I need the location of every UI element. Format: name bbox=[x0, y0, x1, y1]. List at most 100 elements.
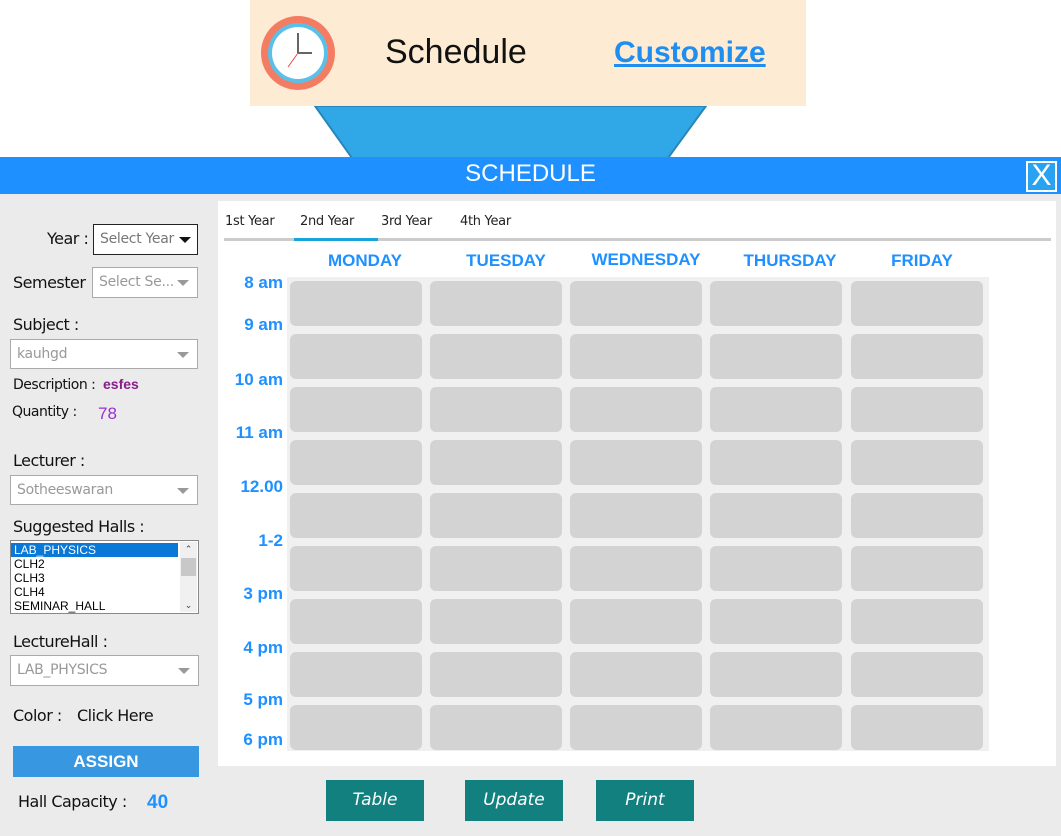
schedule-slot[interactable] bbox=[851, 281, 983, 326]
schedule-slot[interactable] bbox=[710, 705, 842, 750]
time-label: 5 pm bbox=[243, 690, 283, 709]
time-label: 10 am bbox=[234, 370, 283, 389]
schedule-slot[interactable] bbox=[851, 493, 983, 538]
hall-item[interactable]: SEMINAR_HALL bbox=[14, 599, 106, 613]
close-button[interactable]: X bbox=[1026, 161, 1057, 192]
schedule-slot[interactable] bbox=[570, 705, 702, 750]
time-label: 9 am bbox=[244, 315, 283, 334]
hall-item[interactable]: CLH2 bbox=[14, 557, 45, 571]
semester-select[interactable]: Select Se... bbox=[92, 267, 198, 298]
subject-label: Subject : bbox=[13, 315, 79, 334]
schedule-slot[interactable] bbox=[430, 387, 562, 432]
hall-item[interactable]: CLH4 bbox=[14, 585, 45, 599]
scroll-down-icon[interactable]: ⌄ bbox=[184, 600, 193, 610]
tab-1st-year[interactable]: 1st Year bbox=[225, 214, 275, 229]
schedule-slot[interactable] bbox=[290, 652, 422, 697]
year-select[interactable]: Select Year bbox=[93, 224, 198, 255]
print-button[interactable]: Print bbox=[596, 780, 694, 821]
table-button[interactable]: Table bbox=[326, 780, 424, 821]
schedule-slot[interactable] bbox=[710, 334, 842, 379]
schedule-slot[interactable] bbox=[570, 493, 702, 538]
schedule-slot[interactable] bbox=[710, 652, 842, 697]
year-value: Select Year bbox=[100, 231, 174, 247]
schedule-slot[interactable] bbox=[290, 387, 422, 432]
time-label: 11 am bbox=[235, 423, 283, 442]
schedule-slot[interactable] bbox=[430, 334, 562, 379]
tab-3rd-year[interactable]: 3rd Year bbox=[381, 214, 432, 229]
schedule-slot[interactable] bbox=[570, 387, 702, 432]
schedule-slot[interactable] bbox=[851, 387, 983, 432]
semester-label: Semester bbox=[13, 273, 86, 292]
hall-item[interactable]: LAB_PHYSICS bbox=[11, 543, 178, 557]
schedule-slot[interactable] bbox=[430, 493, 562, 538]
time-label: 3 pm bbox=[243, 584, 283, 603]
schedule-slot[interactable] bbox=[710, 599, 842, 644]
scrollbar[interactable]: ⌃ ⌄ bbox=[180, 542, 197, 612]
suggested-halls-list[interactable]: LAB_PHYSICS CLH2 CLH3 CLH4 SEMINAR_HALL … bbox=[10, 540, 199, 614]
schedule-slot[interactable] bbox=[710, 281, 842, 326]
schedule-slot[interactable] bbox=[851, 652, 983, 697]
schedule-slot[interactable] bbox=[851, 599, 983, 644]
schedule-banner: Schedule Customize bbox=[250, 0, 806, 106]
update-button[interactable]: Update bbox=[465, 780, 563, 821]
year-label: Year : bbox=[47, 229, 89, 248]
schedule-slot[interactable] bbox=[570, 281, 702, 326]
schedule-slot[interactable] bbox=[570, 546, 702, 591]
schedule-slot[interactable] bbox=[430, 599, 562, 644]
schedule-slot[interactable] bbox=[710, 493, 842, 538]
lecturer-select[interactable]: Sotheeswaran bbox=[10, 475, 198, 505]
assign-button[interactable]: ASSIGN bbox=[13, 746, 199, 777]
chevron-down-icon bbox=[179, 237, 191, 243]
schedule-slot[interactable] bbox=[710, 440, 842, 485]
schedule-slot[interactable] bbox=[570, 599, 702, 644]
time-label: 8 am bbox=[244, 273, 283, 292]
schedule-slot[interactable] bbox=[851, 546, 983, 591]
time-label: 4 pm bbox=[243, 638, 283, 657]
chevron-down-icon bbox=[177, 280, 189, 286]
tab-4th-year[interactable]: 4th Year bbox=[460, 214, 511, 229]
schedule-slot[interactable] bbox=[290, 705, 422, 750]
schedule-slot[interactable] bbox=[851, 705, 983, 750]
active-tab-indicator bbox=[294, 238, 378, 241]
hall-capacity-value: 40 bbox=[147, 792, 169, 813]
lecturehall-label: LectureHall : bbox=[13, 632, 108, 651]
tab-strip bbox=[224, 238, 1051, 241]
schedule-slot[interactable] bbox=[430, 705, 562, 750]
tab-2nd-year[interactable]: 2nd Year bbox=[300, 214, 355, 229]
schedule-slot[interactable] bbox=[851, 440, 983, 485]
color-picker-link[interactable]: Click Here bbox=[77, 706, 154, 725]
hall-capacity-label: Hall Capacity : bbox=[18, 792, 127, 811]
schedule-slot[interactable] bbox=[570, 652, 702, 697]
day-header: THURSDAY bbox=[743, 251, 837, 270]
schedule-slot[interactable] bbox=[851, 334, 983, 379]
customize-link[interactable]: Customize bbox=[614, 36, 766, 69]
chevron-down-icon bbox=[178, 668, 190, 674]
schedule-slot[interactable] bbox=[290, 493, 422, 538]
schedule-slot[interactable] bbox=[430, 440, 562, 485]
semester-value: Select Se... bbox=[99, 274, 174, 290]
scroll-up-icon[interactable]: ⌃ bbox=[184, 544, 193, 554]
schedule-slot[interactable] bbox=[430, 546, 562, 591]
subject-select[interactable]: kauhgd bbox=[10, 339, 198, 369]
day-header: WEDNESDAY bbox=[591, 250, 701, 269]
schedule-slot[interactable] bbox=[290, 546, 422, 591]
lecturehall-select[interactable]: LAB_PHYSICS bbox=[10, 655, 199, 686]
schedule-slot[interactable] bbox=[570, 334, 702, 379]
schedule-slot[interactable] bbox=[430, 652, 562, 697]
description-label: Description : bbox=[13, 377, 96, 393]
quantity-value: 78 bbox=[98, 404, 117, 423]
chevron-down-icon bbox=[177, 352, 189, 358]
hall-item[interactable]: CLH3 bbox=[14, 571, 45, 585]
schedule-slot[interactable] bbox=[710, 387, 842, 432]
suggested-halls-label: Suggested Halls : bbox=[13, 517, 145, 536]
schedule-slot[interactable] bbox=[570, 440, 702, 485]
schedule-slot[interactable] bbox=[430, 281, 562, 326]
lecturehall-value: LAB_PHYSICS bbox=[17, 662, 108, 678]
time-label: 12.00 bbox=[240, 477, 283, 496]
schedule-slot[interactable] bbox=[710, 546, 842, 591]
scroll-thumb[interactable] bbox=[181, 558, 196, 576]
schedule-slot[interactable] bbox=[290, 599, 422, 644]
schedule-slot[interactable] bbox=[290, 334, 422, 379]
schedule-slot[interactable] bbox=[290, 281, 422, 326]
schedule-slot[interactable] bbox=[290, 440, 422, 485]
